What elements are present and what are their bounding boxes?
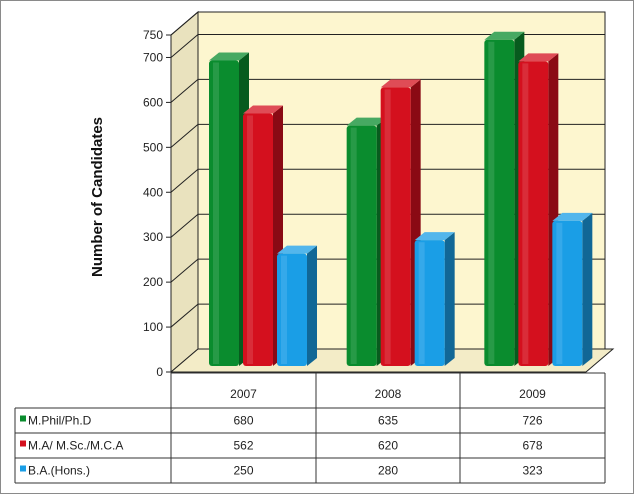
legend-label: M.A/ M.Sc./M.C.A xyxy=(28,439,123,453)
table-cell: 726 xyxy=(522,414,542,428)
table-header: 2007 xyxy=(230,387,257,401)
bar-top xyxy=(518,53,559,62)
bar-top xyxy=(414,232,455,241)
bar-highlight xyxy=(522,63,529,365)
side-wall xyxy=(170,10,199,374)
legend-swatch xyxy=(20,440,26,447)
gridline xyxy=(170,303,605,328)
table-header: 2009 xyxy=(519,387,546,401)
legend-label: M.Phil/Ph.D xyxy=(28,414,92,428)
bar-top xyxy=(380,79,421,88)
bars xyxy=(209,31,593,367)
table-cell: 635 xyxy=(378,414,398,428)
bar-highlight xyxy=(488,41,495,365)
gridline xyxy=(170,33,605,58)
bar-highlight xyxy=(247,115,253,364)
bar-top xyxy=(552,212,593,221)
bar-top xyxy=(277,245,317,254)
y-tick-label: 100 xyxy=(143,320,163,334)
bar-highlight xyxy=(384,89,391,364)
bar-side xyxy=(444,232,455,366)
y-tick-label: 200 xyxy=(143,275,163,289)
bar-top xyxy=(209,52,249,61)
bar-top xyxy=(346,117,387,126)
table-cell: 562 xyxy=(233,439,253,453)
gridline xyxy=(170,78,605,103)
bar-highlight xyxy=(350,127,357,365)
bar-highlight xyxy=(418,242,425,364)
y-axis-ticks: 0 100 200 300 400 500 600 700 750 xyxy=(143,28,172,379)
y-tick-label: 400 xyxy=(143,185,163,199)
gridline xyxy=(170,11,605,36)
table-header: 2008 xyxy=(375,387,402,401)
bar-highlight xyxy=(556,222,563,364)
y-tick-label: 750 xyxy=(143,28,163,42)
table-cell: 280 xyxy=(378,464,398,478)
table-cell: 323 xyxy=(522,464,542,478)
bar-top xyxy=(484,31,525,40)
y-tick-label: 0 xyxy=(156,365,163,379)
y-tick-label: 300 xyxy=(143,230,163,244)
gridline xyxy=(170,168,605,193)
gridlines xyxy=(170,11,605,328)
table-cell: 620 xyxy=(378,439,398,453)
table-cell: 678 xyxy=(522,439,542,453)
gridline xyxy=(170,258,605,283)
bar-top xyxy=(243,105,283,114)
bar-highlight xyxy=(213,62,219,364)
y-tick-label: 500 xyxy=(143,140,163,154)
y-axis-label: Number of Candidates xyxy=(89,117,106,277)
gridline xyxy=(170,123,605,148)
legend-swatch xyxy=(20,465,26,472)
legend-swatch xyxy=(20,415,26,422)
y-tick-label: 700 xyxy=(143,50,163,64)
legend-label: B.A.(Hons.) xyxy=(28,464,90,478)
bar-side xyxy=(582,212,593,366)
gridline xyxy=(170,213,605,238)
bar-side xyxy=(307,245,317,366)
table-cell: 680 xyxy=(233,414,253,428)
bar-highlight xyxy=(281,255,287,364)
y-tick-label: 600 xyxy=(143,95,163,109)
table-cell: 250 xyxy=(233,464,253,478)
data-table: 2007 2008 2009 M.Phil/Ph.D 680 635 726 M.A/ M.S… xyxy=(14,372,606,484)
